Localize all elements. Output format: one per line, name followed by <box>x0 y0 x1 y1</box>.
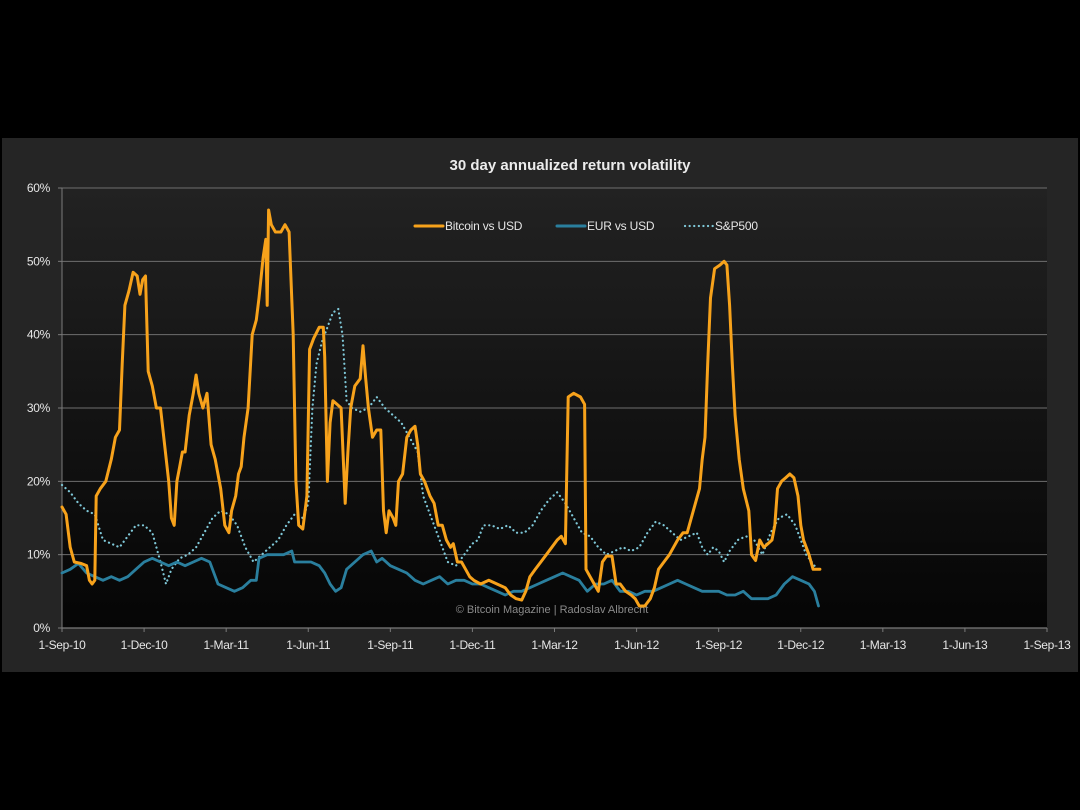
x-tick-label: 1-Mar-13 <box>860 638 907 652</box>
x-tick-label: 1-Jun-12 <box>614 638 660 652</box>
x-tick-label: 1-Dec-11 <box>449 638 496 652</box>
x-tick-label: 1-Dec-12 <box>777 638 825 652</box>
series-line-eur-vs-usd <box>60 549 820 608</box>
legend-label: Bitcoin vs USD <box>445 219 523 233</box>
y-tick-label: 30% <box>27 401 51 415</box>
x-tick-label: 1-Mar-12 <box>531 638 578 652</box>
x-tick-label: 1-Mar-11 <box>203 638 249 652</box>
chart-svg: 0% 10% 20% 30% 40% 50% 60% 1-Sep-10 1-Dec-10 1-M… <box>27 157 1072 652</box>
gridlines <box>62 187 1047 556</box>
y-tick-label: 10% <box>27 548 51 562</box>
y-tick-label: 50% <box>27 254 51 268</box>
x-tick-label: 1-Jun-13 <box>942 638 988 652</box>
legend: Bitcoin vs USD EUR vs USD S&P500 <box>413 219 759 233</box>
x-tick-label: 1-Dec-10 <box>121 638 169 652</box>
x-tick-label: 1-Sep-12 <box>695 638 743 652</box>
y-axis: 0% 10% 20% 30% 40% 50% 60% <box>27 181 63 635</box>
x-tick-label: 1-Sep-11 <box>367 638 414 652</box>
x-tick-label: 1-Sep-13 <box>1024 638 1072 652</box>
series-lines <box>60 208 822 608</box>
series-line-bitcoin-vs-usd <box>60 208 822 608</box>
y-tick-label: 60% <box>27 181 51 195</box>
y-tick-label: 40% <box>27 328 51 342</box>
x-axis: 1-Sep-10 1-Dec-10 1-Mar-11 1-Jun-11 1-Sep-11… <box>39 627 1072 652</box>
credit-watermark: © Bitcoin Magazine | Radoslav Albrecht <box>456 604 649 616</box>
x-tick-label: 1-Sep-10 <box>39 638 87 652</box>
y-tick-label: 20% <box>27 474 51 488</box>
chart-title: 30 day annualized return volatility <box>450 157 692 174</box>
legend-label: S&P500 <box>715 219 758 233</box>
x-tick-label: 1-Jun-11 <box>286 638 331 652</box>
legend-label: EUR vs USD <box>587 219 655 233</box>
y-tick-label: 0% <box>33 621 50 635</box>
chart-panel: 0% 10% 20% 30% 40% 50% 60% 1-Sep-10 1-Dec-10 1-M… <box>2 138 1078 672</box>
